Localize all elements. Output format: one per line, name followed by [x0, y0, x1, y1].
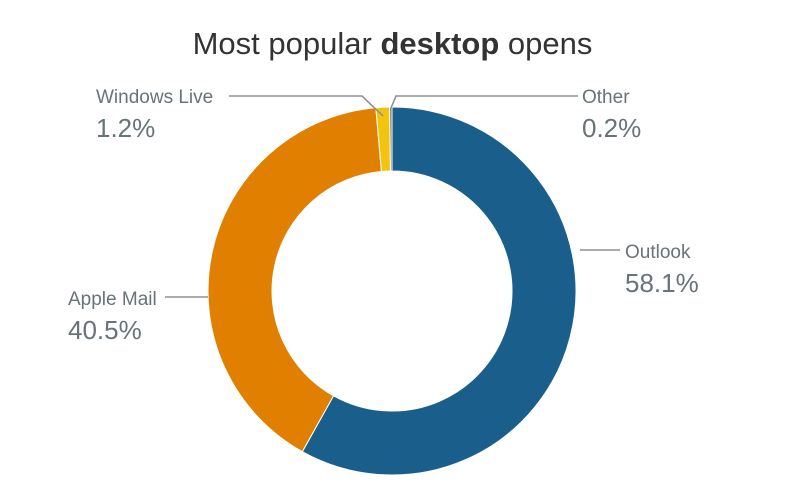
label-value-windows-live: 1.2%: [96, 113, 155, 143]
title-part-1: Most popular: [192, 26, 381, 61]
title-part-3: opens: [499, 26, 593, 61]
label-value-other: 0.2%: [582, 113, 641, 143]
slice-labels: Outlook 58.1% Apple Mail 40.5% Windows Live 1…: [68, 87, 699, 345]
slice-outlook: [301, 106, 577, 476]
label-name-outlook: Outlook: [625, 242, 691, 263]
leader-other: [390, 95, 578, 109]
leader-windows-live: [229, 95, 384, 117]
label-name-apple-mail: Apple Mail: [68, 289, 157, 310]
slice-apple-mail: [207, 107, 382, 453]
label-value-apple-mail: 40.5%: [68, 315, 142, 345]
title-part-bold: desktop: [380, 26, 500, 61]
label-name-other: Other: [582, 87, 630, 108]
chart-title: Most popular desktop opens: [0, 26, 785, 62]
label-name-windows-live: Windows Live: [96, 87, 213, 108]
slice-other: [389, 106, 393, 172]
label-value-outlook: 58.1%: [625, 268, 699, 298]
donut-slices: [207, 106, 577, 476]
leader-lines: [165, 95, 620, 298]
